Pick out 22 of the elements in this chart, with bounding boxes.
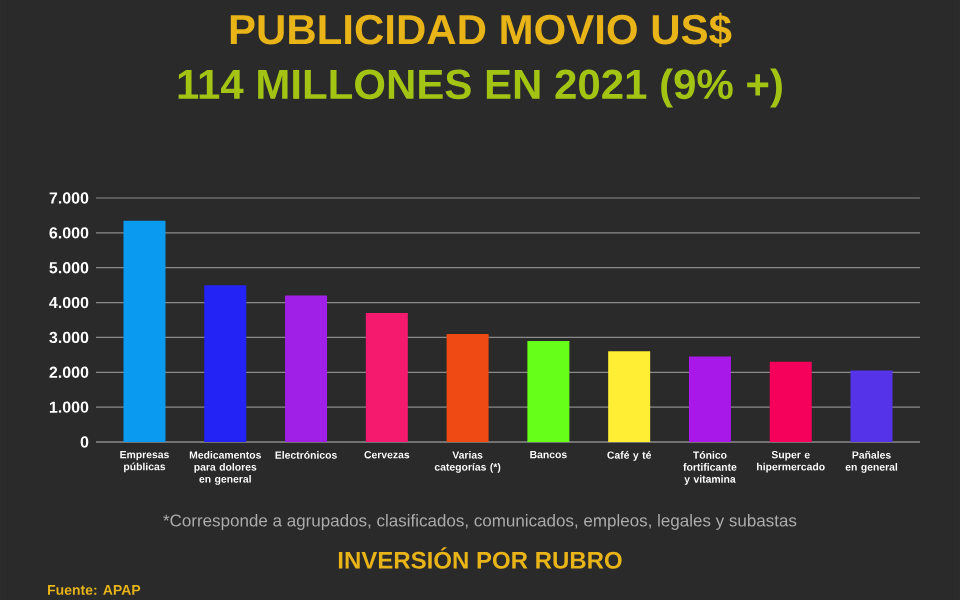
bar (285, 295, 328, 443)
bar (123, 220, 166, 443)
chart-subtitle: 114 MILLONES EN 2021 (9% +) (178, 68, 782, 108)
y-tick-label: 3.000 (49, 331, 89, 344)
y-tick-label: 2.000 (49, 366, 89, 379)
bar (608, 351, 651, 443)
bar (850, 370, 893, 443)
y-tick-label: 1.000 (49, 401, 89, 414)
chart-title: PUBLICIDAD MOVIO US$ (230, 13, 732, 48)
bar (204, 285, 247, 443)
text: *Corresponde a agrupados, clasificados, comunicados, empleos, legales y subastas (163, 514, 797, 531)
bar (446, 334, 489, 443)
y-tick-label: 0 (80, 436, 89, 448)
y-tick-label: 5.000 (49, 262, 89, 274)
y-tick-label: 4.000 (49, 297, 89, 309)
bar (527, 341, 570, 443)
bar (365, 313, 408, 443)
bar (688, 356, 731, 443)
y-tick-label: 7.000 (49, 192, 89, 204)
y-tick-label: 6.000 (49, 227, 89, 239)
text: INVERSIÓN POR RUBRO (338, 547, 622, 569)
bar (769, 362, 812, 443)
